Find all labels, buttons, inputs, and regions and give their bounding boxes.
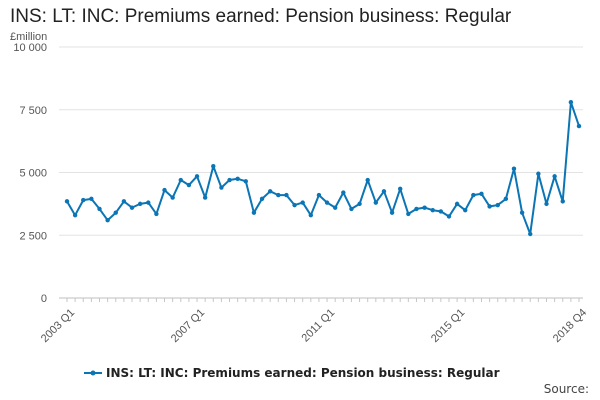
data-point[interactable]: [471, 192, 476, 198]
data-point[interactable]: [81, 197, 86, 203]
data-point[interactable]: [105, 217, 110, 223]
data-point[interactable]: [560, 199, 565, 204]
data-point[interactable]: [227, 177, 232, 183]
data-point[interactable]: [422, 205, 427, 210]
data-point[interactable]: [454, 201, 460, 207]
y-tick-label: 7 500: [19, 105, 47, 117]
x-tick-label-group: 2003 Q1: [39, 307, 77, 345]
data-point[interactable]: [349, 206, 354, 212]
data-point[interactable]: [284, 192, 289, 198]
y-tick-label: 2 500: [19, 230, 47, 242]
data-point[interactable]: [430, 207, 435, 213]
data-point[interactable]: [487, 204, 492, 209]
data-point[interactable]: [316, 192, 322, 198]
data-point[interactable]: [373, 200, 379, 205]
data-point[interactable]: [97, 206, 102, 212]
x-tick-label: 2018 Q4: [551, 307, 589, 345]
data-point[interactable]: [292, 202, 297, 208]
data-point[interactable]: [308, 212, 314, 218]
data-point[interactable]: [129, 205, 135, 210]
data-point[interactable]: [186, 182, 192, 188]
data-point[interactable]: [332, 205, 338, 210]
series-layer: [64, 100, 582, 237]
data-point[interactable]: [503, 196, 509, 202]
data-point[interactable]: [365, 177, 370, 183]
legend-marker: [90, 370, 96, 376]
data-point[interactable]: [495, 202, 500, 208]
data-point[interactable]: [463, 207, 468, 213]
source-label: Source:: [544, 382, 589, 396]
data-point[interactable]: [121, 199, 127, 204]
data-point[interactable]: [341, 190, 346, 195]
data-point[interactable]: [267, 189, 273, 194]
data-point[interactable]: [251, 210, 257, 215]
y-axis-unit-label: £million: [10, 31, 47, 43]
data-point[interactable]: [552, 174, 557, 179]
data-point[interactable]: [357, 201, 362, 207]
legend-series-name[interactable]: INS: LT: INC: Premiums earned: Pension b…: [106, 366, 500, 380]
data-point[interactable]: [137, 201, 143, 207]
data-point[interactable]: [276, 192, 281, 198]
y-tick-label: 0: [41, 293, 47, 305]
data-point[interactable]: [414, 206, 419, 212]
y-tick-label: 10 000: [13, 42, 47, 54]
data-point[interactable]: [154, 211, 159, 217]
data-point[interactable]: [178, 177, 183, 183]
data-point[interactable]: [511, 166, 517, 171]
series-line: [66, 101, 580, 235]
data-point[interactable]: [381, 189, 387, 194]
data-point[interactable]: [235, 176, 240, 181]
data-point[interactable]: [324, 200, 330, 205]
data-point[interactable]: [389, 210, 395, 215]
data-point[interactable]: [219, 185, 224, 190]
x-tick-label-group: 2007 Q1: [169, 307, 207, 345]
y-tick-label: 5 000: [19, 168, 47, 180]
data-point[interactable]: [72, 212, 78, 218]
data-point[interactable]: [528, 231, 533, 237]
data-point[interactable]: [170, 195, 175, 200]
data-point[interactable]: [544, 201, 549, 207]
data-point[interactable]: [536, 171, 541, 176]
data-point[interactable]: [438, 209, 444, 214]
x-tick-label-group: 2015 Q1: [429, 307, 467, 345]
x-tick-label: 2003 Q1: [39, 307, 77, 345]
data-point[interactable]: [211, 164, 216, 169]
data-point[interactable]: [300, 200, 305, 205]
x-tick-label-group: 2011 Q1: [300, 307, 338, 345]
data-point[interactable]: [519, 210, 525, 215]
data-point[interactable]: [259, 196, 265, 202]
data-point[interactable]: [446, 214, 452, 219]
x-tick-label: 2015 Q1: [429, 307, 467, 345]
legend: INS: LT: INC: Premiums earned: Pension b…: [84, 366, 500, 380]
x-tick-label-group: 2018 Q4: [551, 307, 589, 345]
data-point[interactable]: [576, 123, 582, 129]
data-point[interactable]: [89, 196, 94, 202]
data-point[interactable]: [243, 179, 248, 184]
data-point[interactable]: [568, 100, 574, 105]
data-point[interactable]: [194, 174, 200, 179]
data-point[interactable]: [162, 187, 167, 193]
data-point[interactable]: [406, 211, 411, 217]
data-point[interactable]: [64, 199, 70, 204]
data-point[interactable]: [113, 210, 118, 215]
data-point[interactable]: [479, 191, 484, 197]
data-point[interactable]: [202, 195, 208, 200]
chart-title: INS: LT: INC: Premiums earned: Pension b…: [10, 6, 512, 27]
x-tick-label: 2007 Q1: [169, 307, 207, 345]
x-tick-label: 2011 Q1: [300, 307, 338, 345]
data-point[interactable]: [398, 186, 403, 192]
grid-lines: [59, 46, 583, 299]
data-point[interactable]: [146, 200, 151, 205]
